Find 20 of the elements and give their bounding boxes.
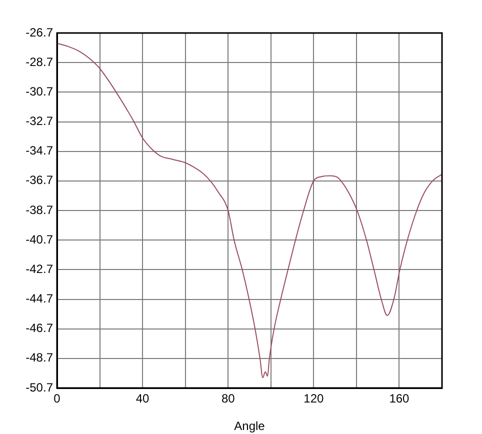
- y-tick-label: -48.7: [26, 350, 54, 365]
- y-tick-label: -40.7: [26, 232, 54, 246]
- x-tick-label: 120: [304, 392, 324, 406]
- y-tick-label: -44.7: [26, 292, 54, 306]
- x-tick-label: 0: [54, 392, 61, 406]
- y-tick-label: -32.7: [26, 114, 54, 128]
- y-tick-label: -46.7: [26, 321, 54, 336]
- y-tick-label: -42.7: [26, 262, 54, 276]
- y-tick-label: -36.7: [26, 173, 54, 188]
- line-series: [57, 42, 442, 378]
- x-tick-label: 160: [389, 392, 410, 406]
- x-tick-label: 40: [136, 392, 150, 406]
- x-axis-title: Angle: [234, 419, 266, 434]
- x-tick-label: 80: [221, 392, 236, 406]
- y-tick-label: -28.7: [26, 54, 54, 69]
- y-tick-label: -30.7: [26, 84, 54, 98]
- y-tick-label: -34.7: [26, 144, 54, 158]
- y-tick-label: -26.7: [26, 25, 54, 40]
- y-tick-label: -38.7: [26, 202, 54, 217]
- y-tick-label: -50.7: [26, 380, 54, 394]
